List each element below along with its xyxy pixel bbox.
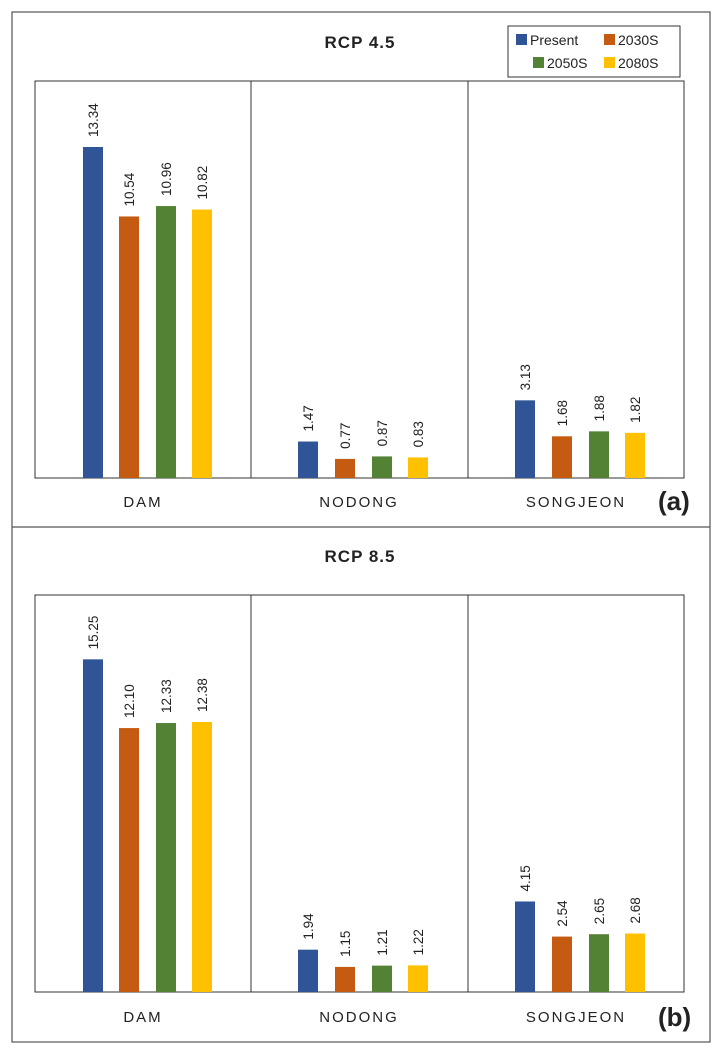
bar-2050s-nodong [372, 965, 392, 992]
category-label: DAM [123, 1009, 162, 1026]
value-label: 12.10 [122, 684, 137, 718]
value-label: 2.68 [628, 897, 643, 923]
bar-2080s-nodong [408, 965, 428, 992]
bar-2030s-nodong [335, 966, 355, 992]
value-label: 0.83 [411, 421, 426, 447]
legend-label: 2080S [618, 55, 658, 71]
bar-2030s-songjeon [552, 936, 572, 992]
bar-2050s-songjeon [589, 934, 609, 992]
value-label: 12.33 [159, 679, 174, 713]
bar-2050s-songjeon [589, 431, 609, 478]
value-label: 0.87 [375, 420, 390, 446]
value-label: 1.47 [301, 405, 316, 431]
bar-2080s-dam [192, 721, 212, 992]
value-label: 1.21 [375, 929, 390, 955]
value-label: 12.38 [195, 678, 210, 712]
panel-b: RCP 8.5 (b) DAM 15.25 12.10 12.33 12.38 NODONG 1… [34, 547, 691, 1032]
category-label: SONGJEON [526, 494, 626, 511]
value-label: 1.22 [411, 929, 426, 955]
value-label: 15.25 [86, 616, 101, 650]
category-label: SONGJEON [526, 1009, 626, 1026]
legend-swatch-2050s [533, 57, 544, 68]
value-label: 1.15 [338, 931, 353, 957]
legend-label: 2050S [547, 55, 587, 71]
bar-2050s-nodong [372, 456, 392, 478]
bar-present-dam [83, 147, 103, 478]
category-label: DAM [123, 494, 162, 511]
bar-2050s-dam [156, 723, 176, 992]
legend-swatch-present [516, 34, 527, 45]
value-label: 1.82 [628, 397, 643, 423]
plot-area [34, 80, 685, 479]
bar-2080s-songjeon [625, 432, 645, 478]
value-label: 4.15 [518, 865, 533, 891]
value-label: 10.82 [195, 166, 210, 200]
bar-2080s-dam [192, 209, 212, 478]
legend-box [507, 25, 681, 78]
category-label: NODONG [319, 1009, 399, 1026]
value-label: 1.88 [592, 395, 607, 421]
legend-label: Present [530, 32, 578, 48]
value-label: 2.65 [592, 898, 607, 924]
legend-swatch-2080s [604, 57, 615, 68]
bar-2080s-songjeon [625, 933, 645, 992]
legend: Present 2030S 2050S 2080S [507, 25, 681, 78]
panel-title: RCP 8.5 [325, 547, 396, 566]
bar-2030s-dam [119, 728, 139, 992]
bar-present-songjeon [515, 901, 535, 992]
value-label: 13.34 [86, 103, 101, 137]
panel-letter: (b) [658, 1002, 691, 1032]
bar-2030s-songjeon [552, 436, 572, 478]
legend-label: 2030S [618, 32, 658, 48]
bar-present-dam [83, 659, 103, 992]
legend-swatch-2030s [604, 34, 615, 45]
value-label: 2.54 [555, 900, 570, 927]
panel-a: RCP 4.5 (a) DAM 13.34 10.54 10.96 10.82 NODONG 1… [34, 25, 690, 516]
bar-present-nodong [298, 441, 318, 478]
panel-title: RCP 4.5 [325, 33, 396, 52]
category-label: NODONG [319, 494, 399, 511]
plot-area [34, 594, 685, 993]
value-label: 1.94 [301, 913, 316, 940]
value-label: 1.68 [555, 400, 570, 426]
bar-2080s-nodong [408, 457, 428, 478]
bar-present-songjeon [515, 400, 535, 478]
value-label: 0.77 [338, 423, 353, 449]
value-label: 10.96 [159, 162, 174, 196]
panel-letter: (a) [658, 486, 690, 516]
bar-2030s-dam [119, 216, 139, 478]
value-label: 3.13 [518, 364, 533, 390]
value-label: 10.54 [122, 172, 137, 206]
bar-2050s-dam [156, 206, 176, 478]
bar-2030s-nodong [335, 458, 355, 478]
bar-present-nodong [298, 949, 318, 992]
